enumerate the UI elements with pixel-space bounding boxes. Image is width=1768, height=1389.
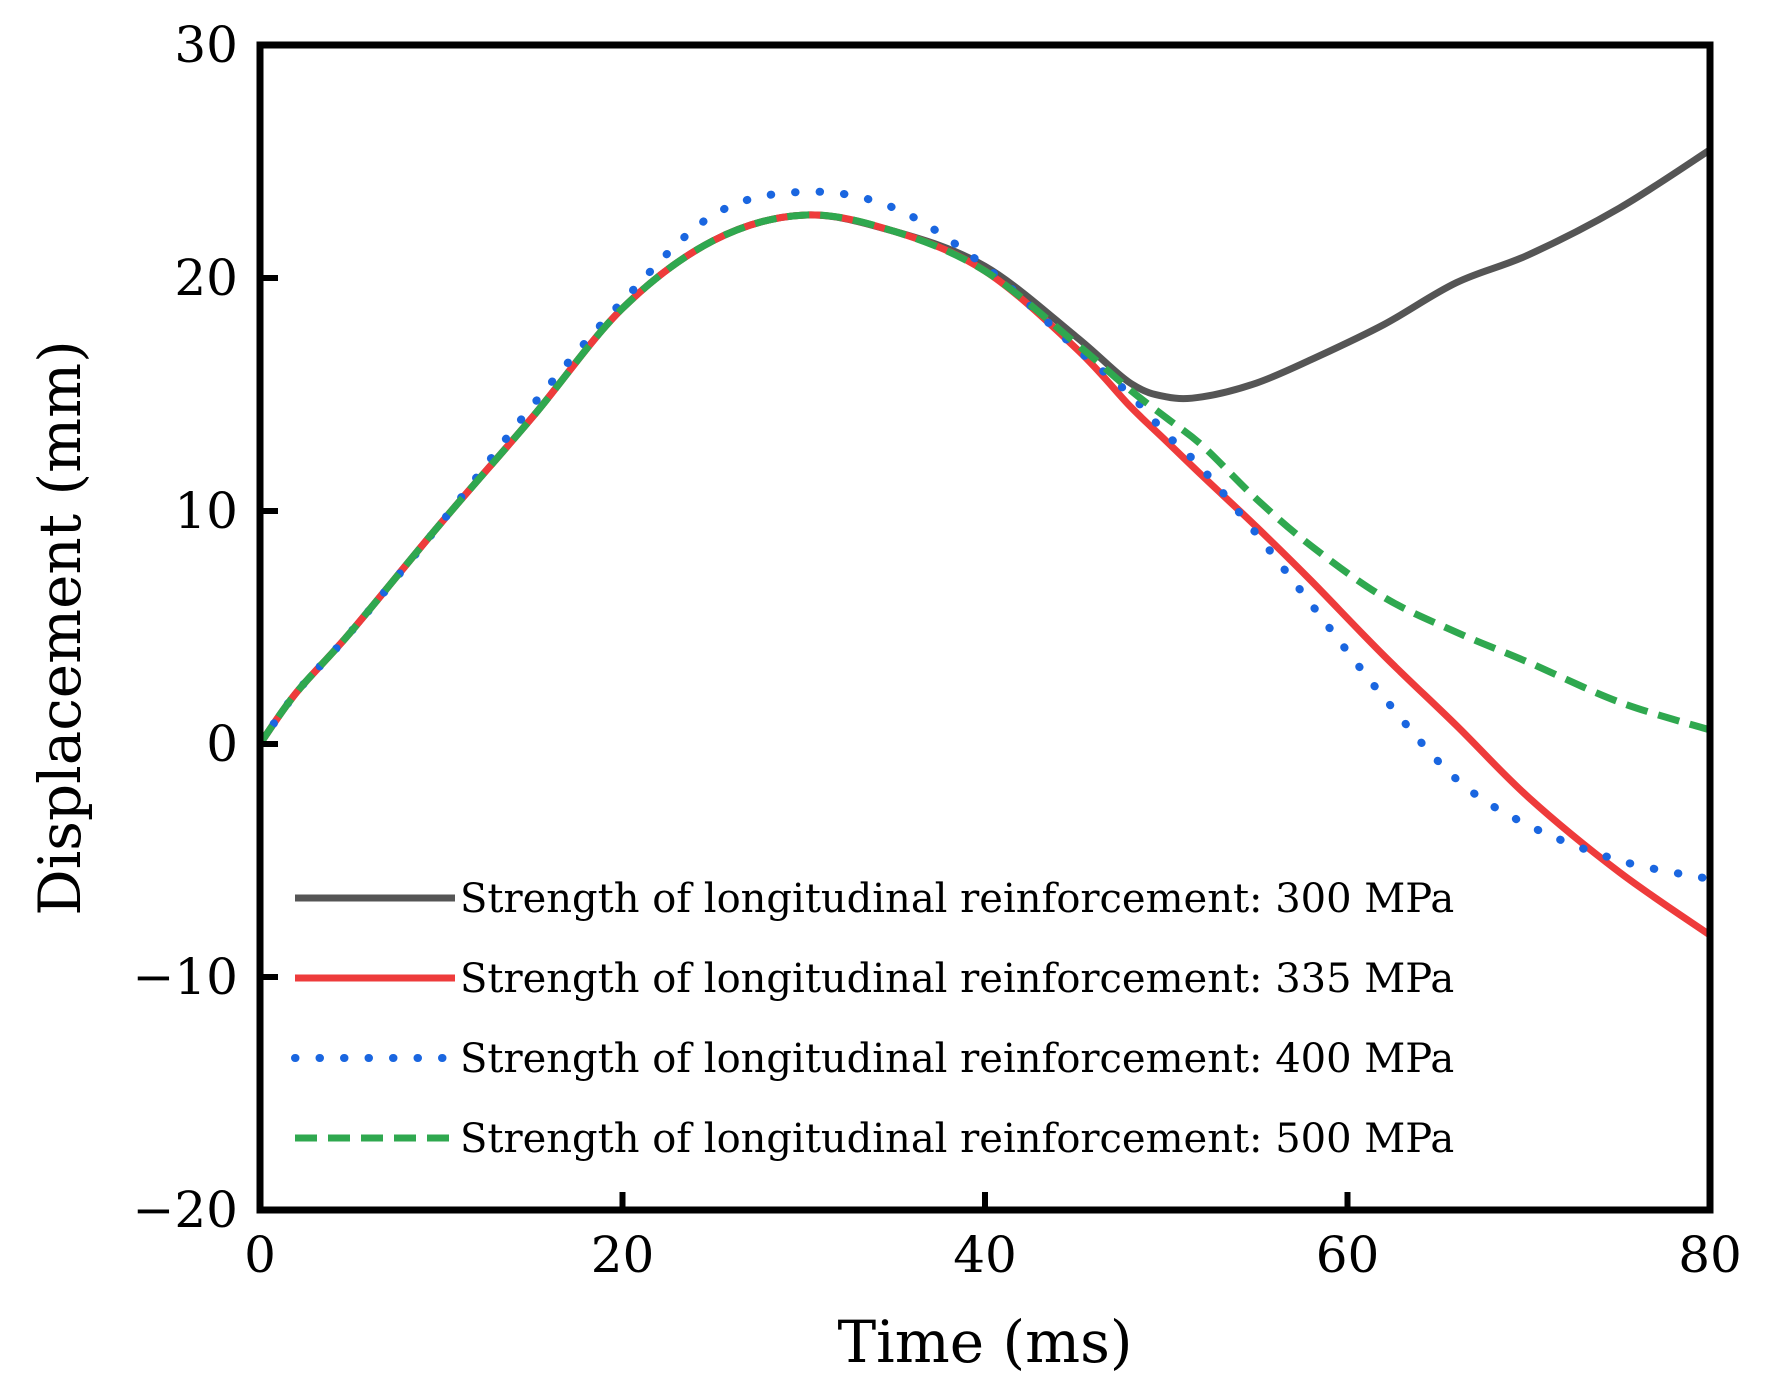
y-tick-label: −20 (132, 1181, 238, 1239)
legend-label-1: Strength of longitudinal reinforcement: … (460, 876, 1454, 922)
x-tick-label: 20 (591, 1226, 655, 1284)
y-tick-label: 30 (174, 16, 238, 74)
y-axis-label: Displacement (mm) (26, 340, 94, 916)
x-tick-label: 60 (1316, 1226, 1380, 1284)
series-layer (260, 146, 1710, 938)
series-line-1 (260, 146, 1710, 747)
x-tick-label: 80 (1678, 1226, 1742, 1284)
x-axis-label: Time (ms) (837, 1308, 1132, 1376)
series-line-4 (260, 211, 1710, 747)
x-tick-label: 0 (244, 1226, 276, 1284)
y-tick-label: 0 (206, 715, 238, 773)
ticks-layer: 0 20 40 60 80 −20 −10 0 10 20 30 (132, 16, 1741, 1284)
legend-label-2: Strength of longitudinal reinforcement: … (460, 956, 1454, 1002)
y-tick-label: 10 (174, 482, 238, 540)
legend-label-4: Strength of longitudinal reinforcement: … (460, 1116, 1454, 1162)
y-tick-label: −10 (132, 948, 238, 1006)
legend: Strength of longitudinal reinforcement: … (291, 876, 1454, 1162)
x-tick-label: 40 (953, 1226, 1017, 1284)
legend-label-3: Strength of longitudinal reinforcement: … (460, 1036, 1454, 1082)
y-tick-label: 20 (174, 249, 238, 307)
series-line-2 (260, 211, 1710, 938)
series-line-3 (260, 187, 1710, 884)
